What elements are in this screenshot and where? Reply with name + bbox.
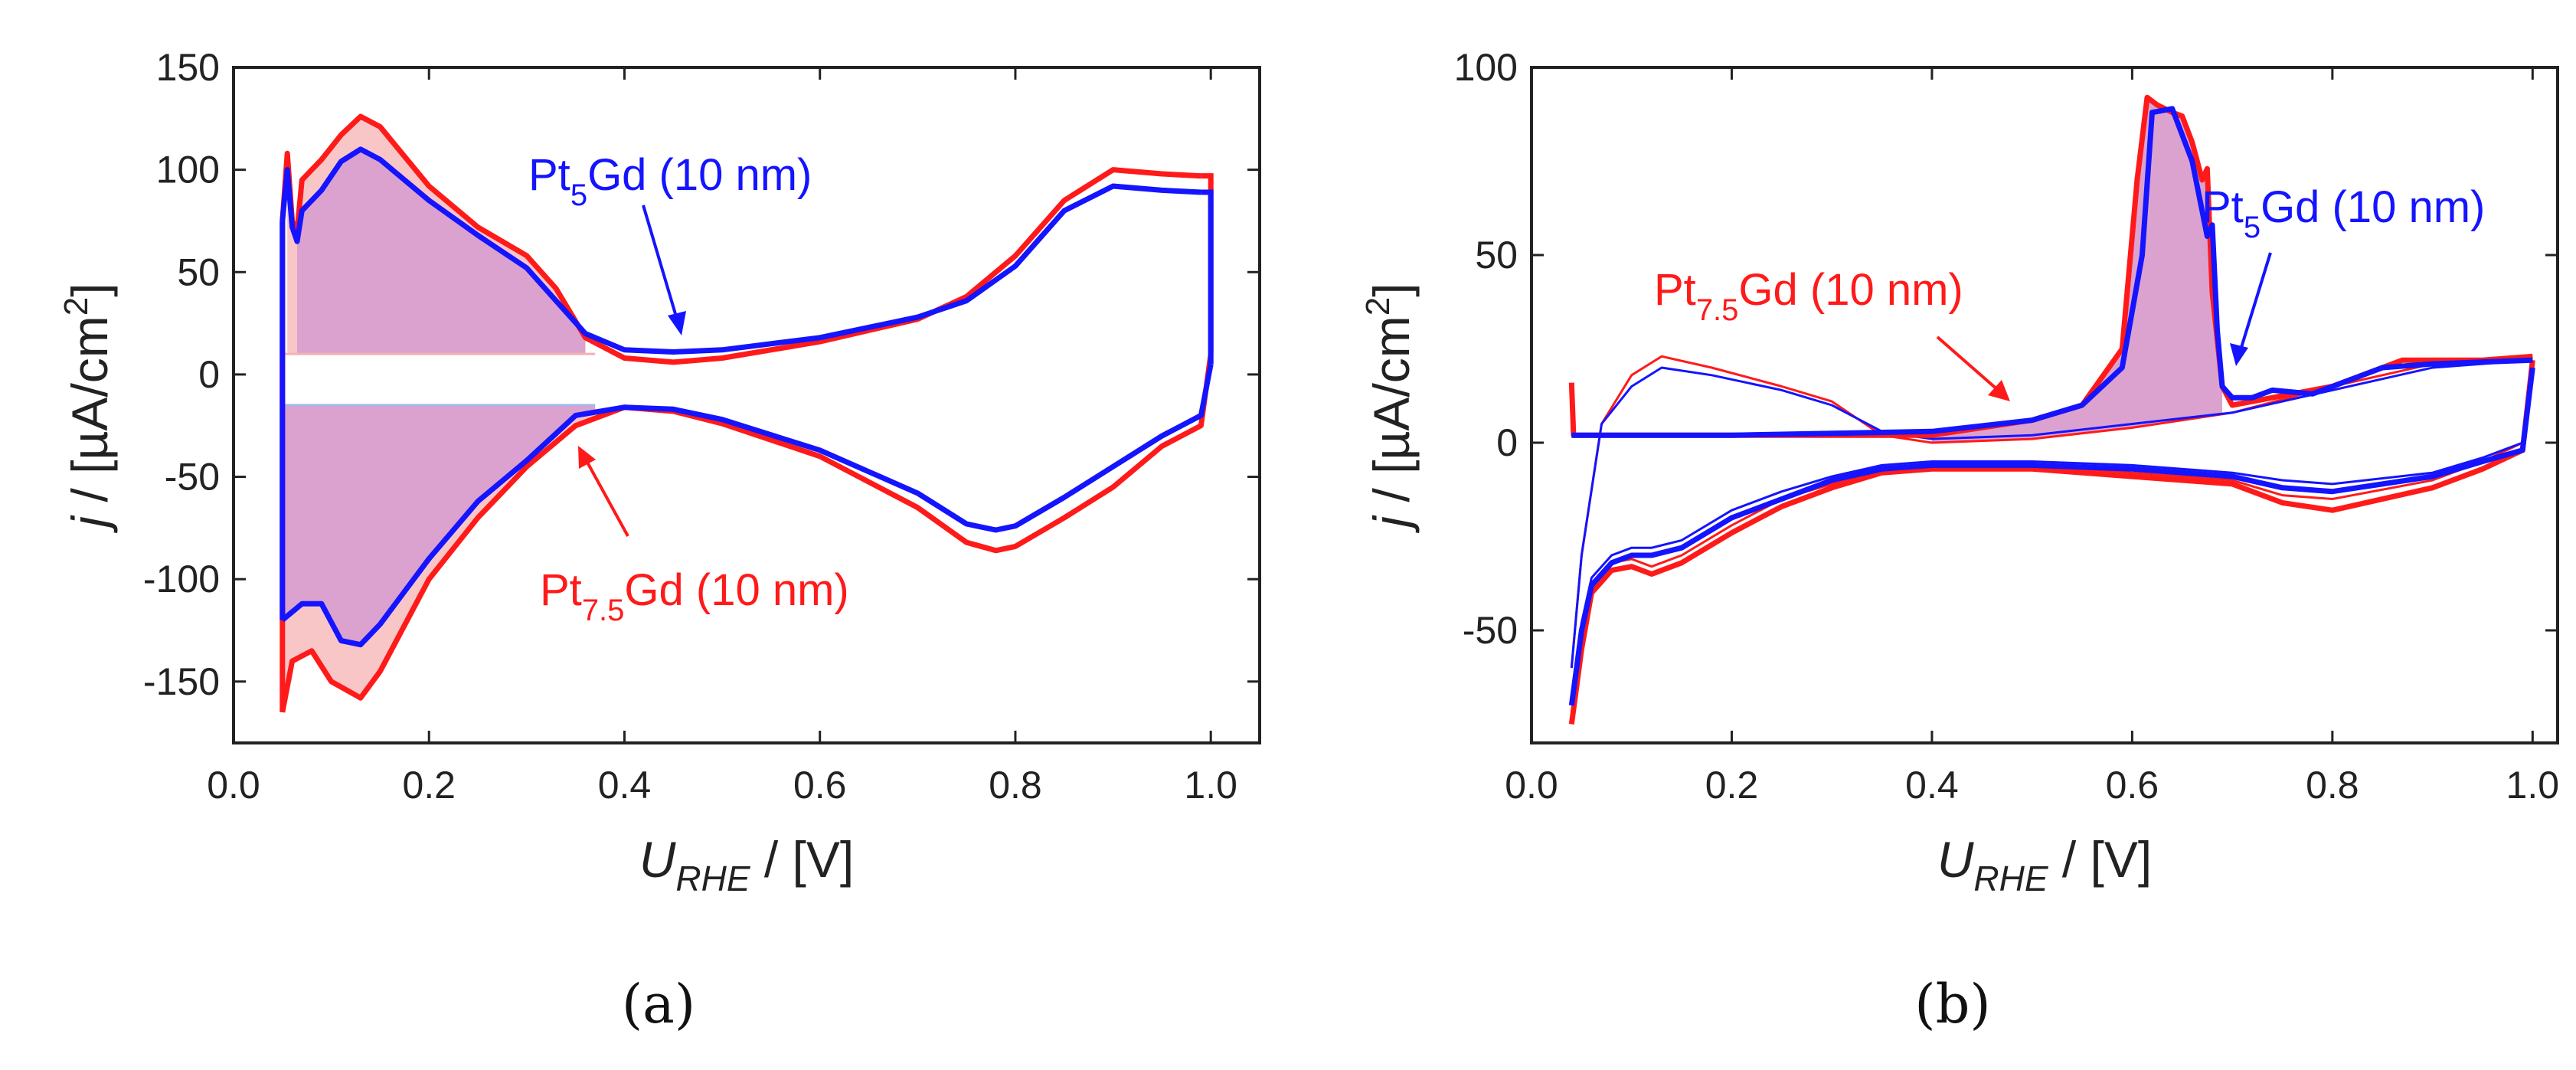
plot-area-b xyxy=(1568,94,2535,725)
y-tick-label: -100 xyxy=(143,558,220,600)
y-tick-label: 50 xyxy=(1475,234,1518,276)
pt75gd-arrow-b xyxy=(1936,335,2000,392)
series-line-pt5gd-cathodic-bold xyxy=(1568,367,2535,706)
x-tick-label: 0.6 xyxy=(2106,764,2159,807)
y-tick-label: 100 xyxy=(156,149,220,191)
plot-area-a xyxy=(280,113,1214,713)
x-tick-label: 0.8 xyxy=(989,764,1042,807)
x-axis-label-b: URHE / [V] xyxy=(1937,831,2153,898)
series-line-pt75gd-anodic-bold xyxy=(1568,94,2533,438)
y-tick-label: 100 xyxy=(1454,46,1518,89)
x-tick-label: 0.4 xyxy=(598,764,652,807)
x-tick-label: 1.0 xyxy=(1184,764,1237,807)
pt5gd-arrowhead-b xyxy=(2230,343,2248,366)
pt5gd-annotation-a: Pt5Gd (10 nm) xyxy=(528,150,812,212)
series-line-pt5gd-anodic-bold xyxy=(1571,106,2533,438)
pt5gd-annotation-b: Pt5Gd (10 nm) xyxy=(2202,182,2485,244)
series-line-pt5gd-cathodic xyxy=(280,363,1214,648)
panel-label-a: (a) xyxy=(622,973,695,1036)
ticks-a: 0.0 0.2 0.4 0.6 0.8 1.0 -150 -100 -50 0 50 100 150 xyxy=(143,46,1260,807)
y-tick-label: 0 xyxy=(198,353,220,396)
axes-frame-b xyxy=(1530,66,2559,744)
y-tick-label: -150 xyxy=(143,660,220,703)
y-axis-label-b: j / [µA/cm2] xyxy=(1359,283,1420,533)
pt5gd-arrowhead-a xyxy=(668,311,686,335)
series-line-pt5gd-anodic-thin xyxy=(1570,358,2533,669)
pt75gd-arrow-a xyxy=(584,459,629,537)
pt5gd-arrow-b xyxy=(2238,252,2272,353)
hupd-fill-overlap-upper xyxy=(297,149,586,355)
x-tick-label: 0.0 xyxy=(207,764,260,807)
y-tick-label: 0 xyxy=(1496,421,1518,464)
pt75gd-annotation-b: Pt7.5Gd (10 nm) xyxy=(1654,265,1963,327)
series-line-pt5gd-anodic xyxy=(280,146,1201,355)
series-line-pt5gd-cathodic-thin xyxy=(1570,367,2534,699)
x-axis-label-a: URHE / [V] xyxy=(639,831,855,898)
y-axis-label-a: j / [µA/cm2] xyxy=(57,283,118,533)
x-tick-label: 0.8 xyxy=(2306,764,2359,807)
series-line-pt75gd-anodic-thin xyxy=(1570,355,2533,669)
x-tick-label: 0.2 xyxy=(1705,764,1759,807)
pt75gd-annotation-a: Pt7.5Gd (10 nm) xyxy=(540,565,849,627)
y-tick-label: 150 xyxy=(156,46,220,89)
x-tick-label: 1.0 xyxy=(2506,764,2560,807)
x-tick-label: 0.2 xyxy=(402,764,456,807)
axes-frame-a xyxy=(232,66,1261,744)
x-tick-label: 0.6 xyxy=(793,764,847,807)
pt75gd-arrowhead-a xyxy=(578,446,596,469)
y-tick-label: 50 xyxy=(177,250,220,293)
y-tick-label: -50 xyxy=(1463,609,1518,652)
chart-panel-b: 0.0 0.2 0.4 0.6 0.8 1.0 -50 0 50 100 Pt7.5Gd (10 … xyxy=(1359,46,2559,1036)
co-stripping-fill xyxy=(1931,99,2222,443)
hupd-fill-overlap-lower xyxy=(282,405,596,645)
panel-label-b: (b) xyxy=(1914,973,1990,1036)
y-tick-label: -50 xyxy=(165,456,220,499)
x-tick-label: 0.0 xyxy=(1505,764,1558,807)
pt75gd-arrowhead-b xyxy=(1988,380,2010,401)
series-vertex-pt5gd xyxy=(1201,189,1214,365)
x-tick-label: 0.4 xyxy=(1905,764,1959,807)
series-line-pt75gd-anodic xyxy=(280,113,1201,365)
chart-panel-a: 0.0 0.2 0.4 0.6 0.8 1.0 -150 -100 -50 0 50 100 150 P… xyxy=(57,46,1261,1036)
ticks-b: 0.0 0.2 0.4 0.6 0.8 1.0 -50 0 50 100 xyxy=(1454,46,2560,807)
pt5gd-arrow-a xyxy=(642,205,679,322)
series-line-pt75gd-cathodic-bold xyxy=(1568,359,2535,725)
